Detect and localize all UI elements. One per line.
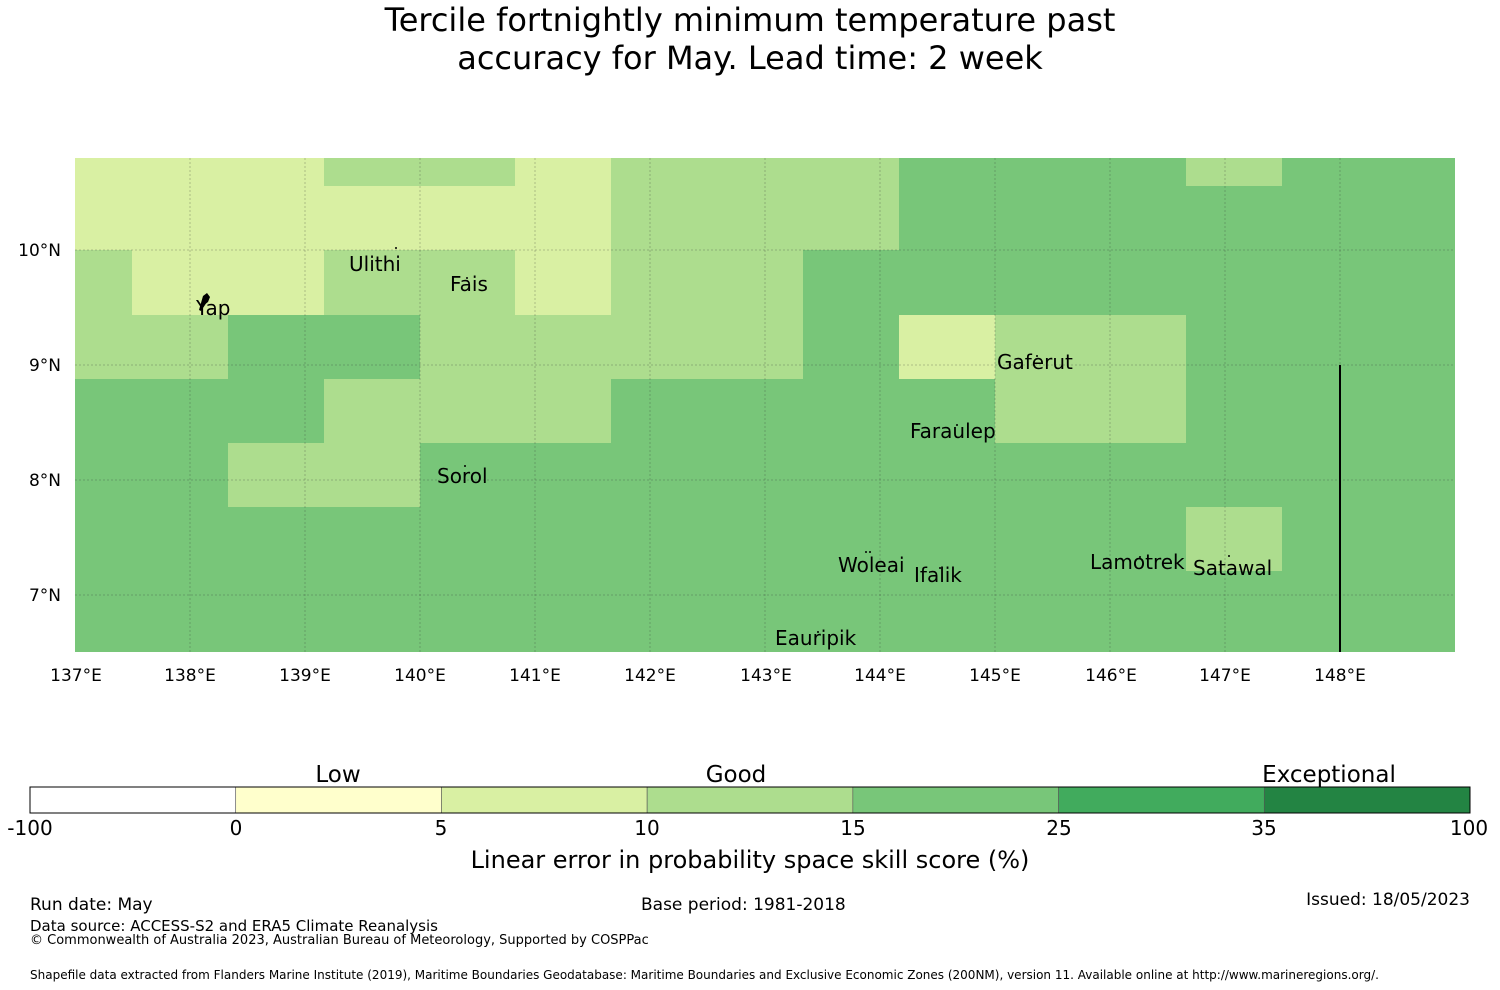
- yap-island-shape: [199, 293, 210, 311]
- lon-label: 147°E: [1199, 666, 1251, 686]
- colorbar-tick-label: -100: [7, 816, 52, 840]
- colorbar-tick-label: 0: [230, 816, 243, 840]
- island-label-eauripik: Eauripik: [775, 626, 857, 650]
- lon-label: 138°E: [164, 666, 216, 686]
- cell: [995, 315, 1186, 379]
- cell: [324, 158, 515, 186]
- island-label-satawal: Satawal: [1193, 556, 1272, 580]
- category-exceptional: Exceptional: [1262, 762, 1396, 788]
- island-dot: [395, 247, 397, 249]
- latitude-labels: 10°N 9°N 8°N 7°N: [18, 241, 61, 606]
- colorbar-tick-label: 35: [1251, 816, 1276, 840]
- map-title: Tercile fortnightly minimum temperature …: [250, 1, 1250, 77]
- lon-label: 145°E: [969, 666, 1021, 686]
- island-dot: [869, 551, 871, 553]
- lon-label: 139°E: [279, 666, 331, 686]
- issued-date: Issued: 18/05/2023: [1306, 890, 1470, 910]
- colorbar-tick-label: 15: [840, 816, 865, 840]
- colorbar-tick-label: 10: [634, 816, 659, 840]
- colorbar-swatch: [646, 786, 854, 814]
- cell: [324, 250, 420, 315]
- island-label-woleai: Woleai: [838, 553, 905, 577]
- island-label-ulithi: Ulithi: [349, 252, 401, 276]
- lon-label: 141°E: [509, 666, 561, 686]
- island-dot: [956, 424, 958, 426]
- island-label-fais: Fais: [450, 272, 488, 296]
- colorbar-swatches: [29, 786, 1471, 814]
- island-dot: [939, 567, 941, 569]
- lon-label: 144°E: [854, 666, 906, 686]
- cell: [228, 443, 420, 507]
- colorbar-axis-label: Linear error in probability space skill …: [471, 846, 1030, 874]
- cell: [324, 186, 515, 250]
- cell: [899, 315, 995, 379]
- colorbar-swatch: [852, 786, 1059, 814]
- cell: [611, 250, 803, 315]
- lat-label: 7°N: [29, 586, 61, 606]
- colorbar-swatch: [1058, 786, 1265, 814]
- lon-label: 137°E: [50, 666, 102, 686]
- island-label-faraulep: Faraulep: [910, 419, 996, 443]
- lat-label: 8°N: [29, 471, 61, 491]
- colorbar-tick-label: 25: [1046, 816, 1071, 840]
- skill-grid-cells: [75, 158, 1455, 652]
- title-line-2: accuracy for May. Lead time: 2 week: [457, 39, 1043, 77]
- cell: [995, 379, 1186, 443]
- data-source: Data source: ACCESS-S2 and ERA5 Climate …: [30, 917, 438, 935]
- run-date: Run date: May: [30, 895, 153, 915]
- lon-label: 146°E: [1085, 666, 1137, 686]
- colorbar-frame: [29, 786, 1471, 814]
- island-label-sorol: Sorol: [437, 464, 488, 488]
- lon-label: 140°E: [394, 666, 446, 686]
- lat-label: 9°N: [29, 356, 61, 376]
- cell: [515, 158, 611, 250]
- title-line-1: Tercile fortnightly minimum temperature …: [384, 1, 1116, 39]
- skill-map: Ulithi Fais Yap Gaferut Faraulep Sorol W…: [18, 158, 1455, 686]
- island-label-ifalik: Ifalik: [914, 563, 962, 587]
- cell: [611, 158, 899, 250]
- shapefile-credit: Shapefile data extracted from Flanders M…: [30, 968, 1379, 982]
- copyright: © Commonwealth of Australia 2023, Austra…: [30, 933, 649, 948]
- cell: [420, 250, 515, 315]
- cell: [324, 379, 611, 443]
- cell: [515, 250, 611, 315]
- island-dot: [1228, 555, 1230, 557]
- island-markers: [199, 247, 1230, 633]
- colorbar-swatch: [29, 786, 237, 814]
- island-dot: [817, 631, 819, 633]
- island-dot: [1036, 355, 1038, 357]
- colorbar-swatch: [441, 786, 648, 814]
- island-dot: [865, 551, 867, 553]
- cell: [75, 158, 324, 250]
- colorbar-ticks: -100 0 5 10 15 25 35 100: [7, 816, 1488, 840]
- island-labels: Ulithi Fais Yap Gaferut Faraulep Sorol W…: [195, 252, 1272, 650]
- colorbar-tick-label: 5: [435, 816, 448, 840]
- lon-label: 142°E: [624, 666, 676, 686]
- cell: [75, 315, 228, 379]
- lon-label: 148°E: [1314, 666, 1366, 686]
- cell: [1186, 158, 1282, 186]
- island-dot: [1139, 556, 1141, 558]
- cell: [132, 250, 324, 315]
- island-label-yap: Yap: [195, 296, 230, 320]
- longitude-labels: 137°E 138°E 139°E 140°E 141°E 142°E 143°…: [50, 666, 1366, 686]
- cell: [75, 250, 132, 315]
- colorbar-category-labels: Low Good Exceptional: [315, 762, 1395, 788]
- island-label-lamotrek: Lamotrek: [1090, 550, 1185, 574]
- skill-colorbar: Low Good Exceptional -100 0 5 10 15 25 3…: [7, 762, 1488, 874]
- island-dot: [464, 465, 466, 467]
- colorbar-swatch: [235, 786, 442, 814]
- cell: [1186, 507, 1282, 571]
- base-period: Base period: 1981-2018: [641, 895, 846, 915]
- graticule: [75, 158, 1455, 652]
- category-low: Low: [315, 762, 360, 788]
- island-dot: [466, 277, 468, 279]
- category-good: Good: [706, 762, 767, 788]
- colorbar-swatch: [1263, 786, 1471, 814]
- cell: [420, 315, 803, 379]
- colorbar-tick-label: 100: [1450, 816, 1488, 840]
- lat-label: 10°N: [18, 241, 61, 261]
- lon-label: 143°E: [740, 666, 792, 686]
- island-label-gaferut: Gaferut: [997, 350, 1073, 374]
